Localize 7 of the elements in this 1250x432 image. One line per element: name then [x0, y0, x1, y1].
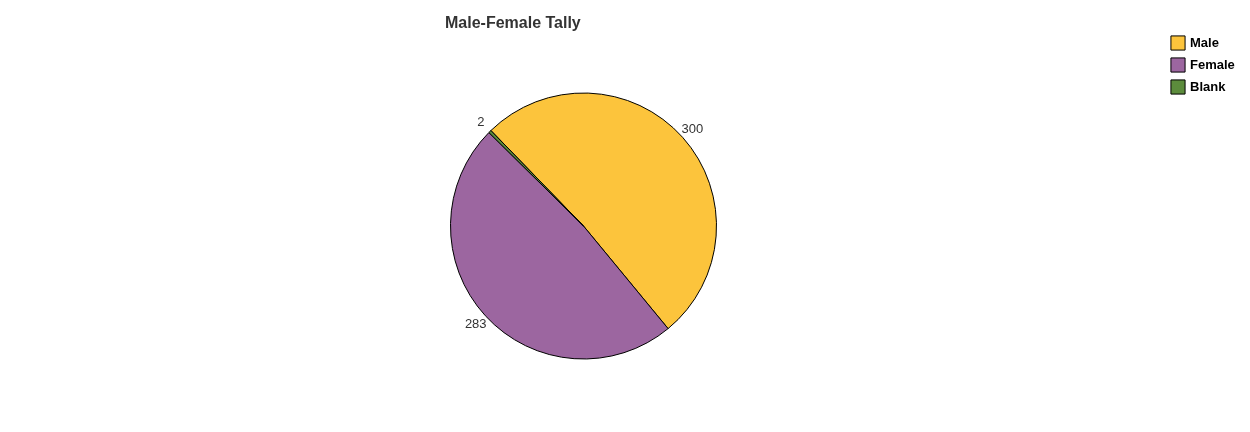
data-label: 283	[464, 316, 487, 332]
legend-label: Female	[1190, 57, 1235, 72]
data-label: 2	[477, 114, 485, 130]
data-label: 300	[681, 120, 704, 136]
chart-title: Male-Female Tally	[445, 14, 581, 31]
legend-label: Blank	[1190, 79, 1227, 94]
legend-label: Male	[1190, 35, 1219, 50]
